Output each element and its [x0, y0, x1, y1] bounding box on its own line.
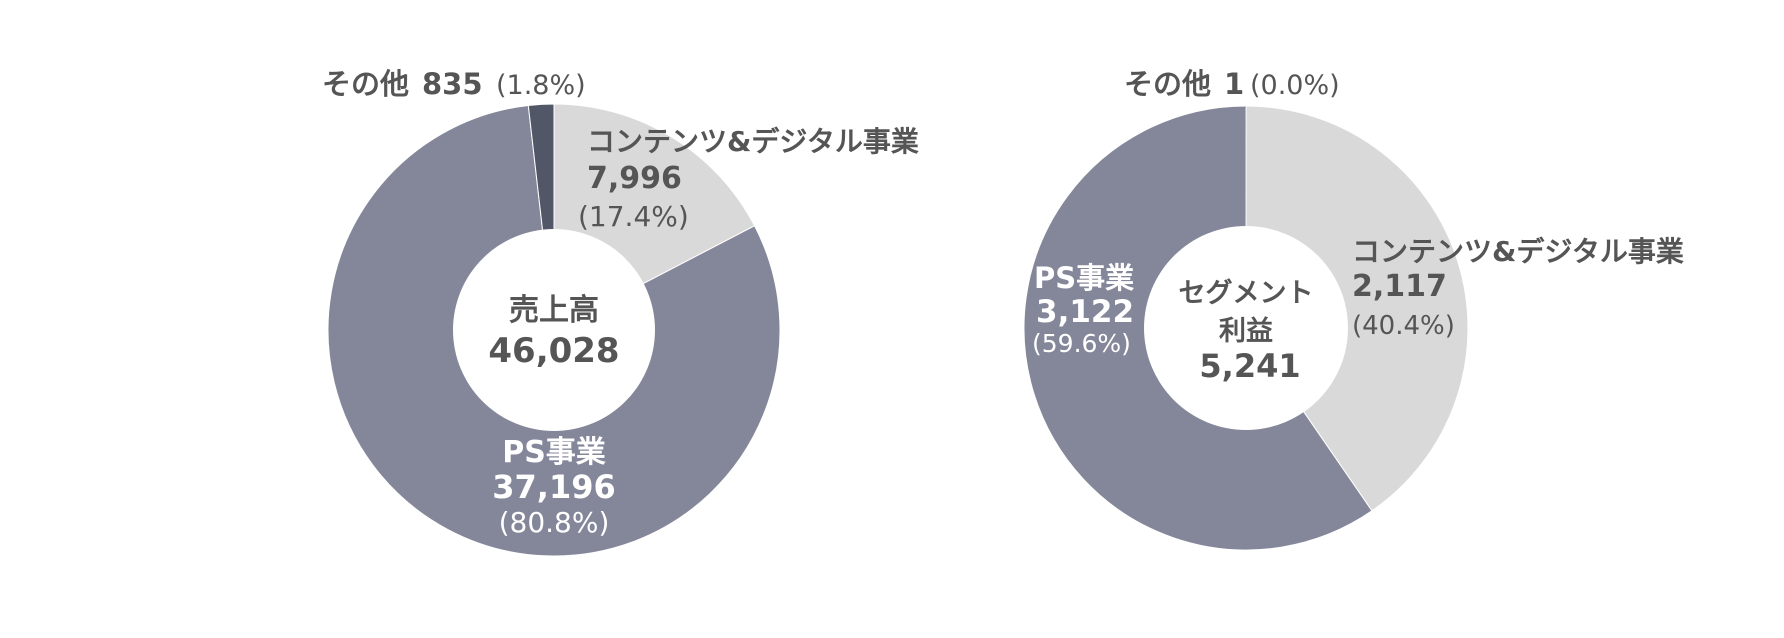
profit-contents-name: コンテンツ&デジタル事業: [1352, 235, 1684, 268]
profit-contents-percent: (40.4%): [1352, 311, 1455, 341]
sales-contents-name: コンテンツ&デジタル事業: [587, 125, 919, 158]
sales-ps-value: 37,196: [492, 468, 615, 506]
profit-center-value: 5,241: [1199, 347, 1300, 385]
profit-other-name: その他: [1124, 67, 1211, 101]
profit-other-percent: (0.0%): [1250, 70, 1340, 101]
sales-ps-name: PS事業: [502, 435, 606, 470]
sales-center-title: 売上高: [509, 293, 599, 328]
sales-donut-hole: [453, 229, 655, 431]
sales-center-value: 46,028: [488, 331, 619, 371]
sales-ps-percent: (80.8%): [499, 506, 610, 539]
profit-ps-name: PS事業: [1034, 261, 1134, 295]
sales-other-name: その他: [322, 67, 409, 101]
sales-other-value: 835: [422, 67, 483, 101]
profit-contents-value: 2,117: [1352, 269, 1447, 304]
profit-ps-percent: (59.6%): [1032, 329, 1131, 358]
profit-ps-value: 3,122: [1036, 294, 1134, 330]
profit-center-title-line2: 利益: [1219, 316, 1273, 347]
profit-center-title-line1: セグメント: [1179, 277, 1314, 309]
profit-other-value: 1: [1224, 67, 1244, 101]
sales-contents-percent: (17.4%): [578, 200, 689, 233]
sales-other-percent: (1.8%): [496, 70, 586, 101]
sales-contents-value: 7,996: [587, 161, 682, 196]
